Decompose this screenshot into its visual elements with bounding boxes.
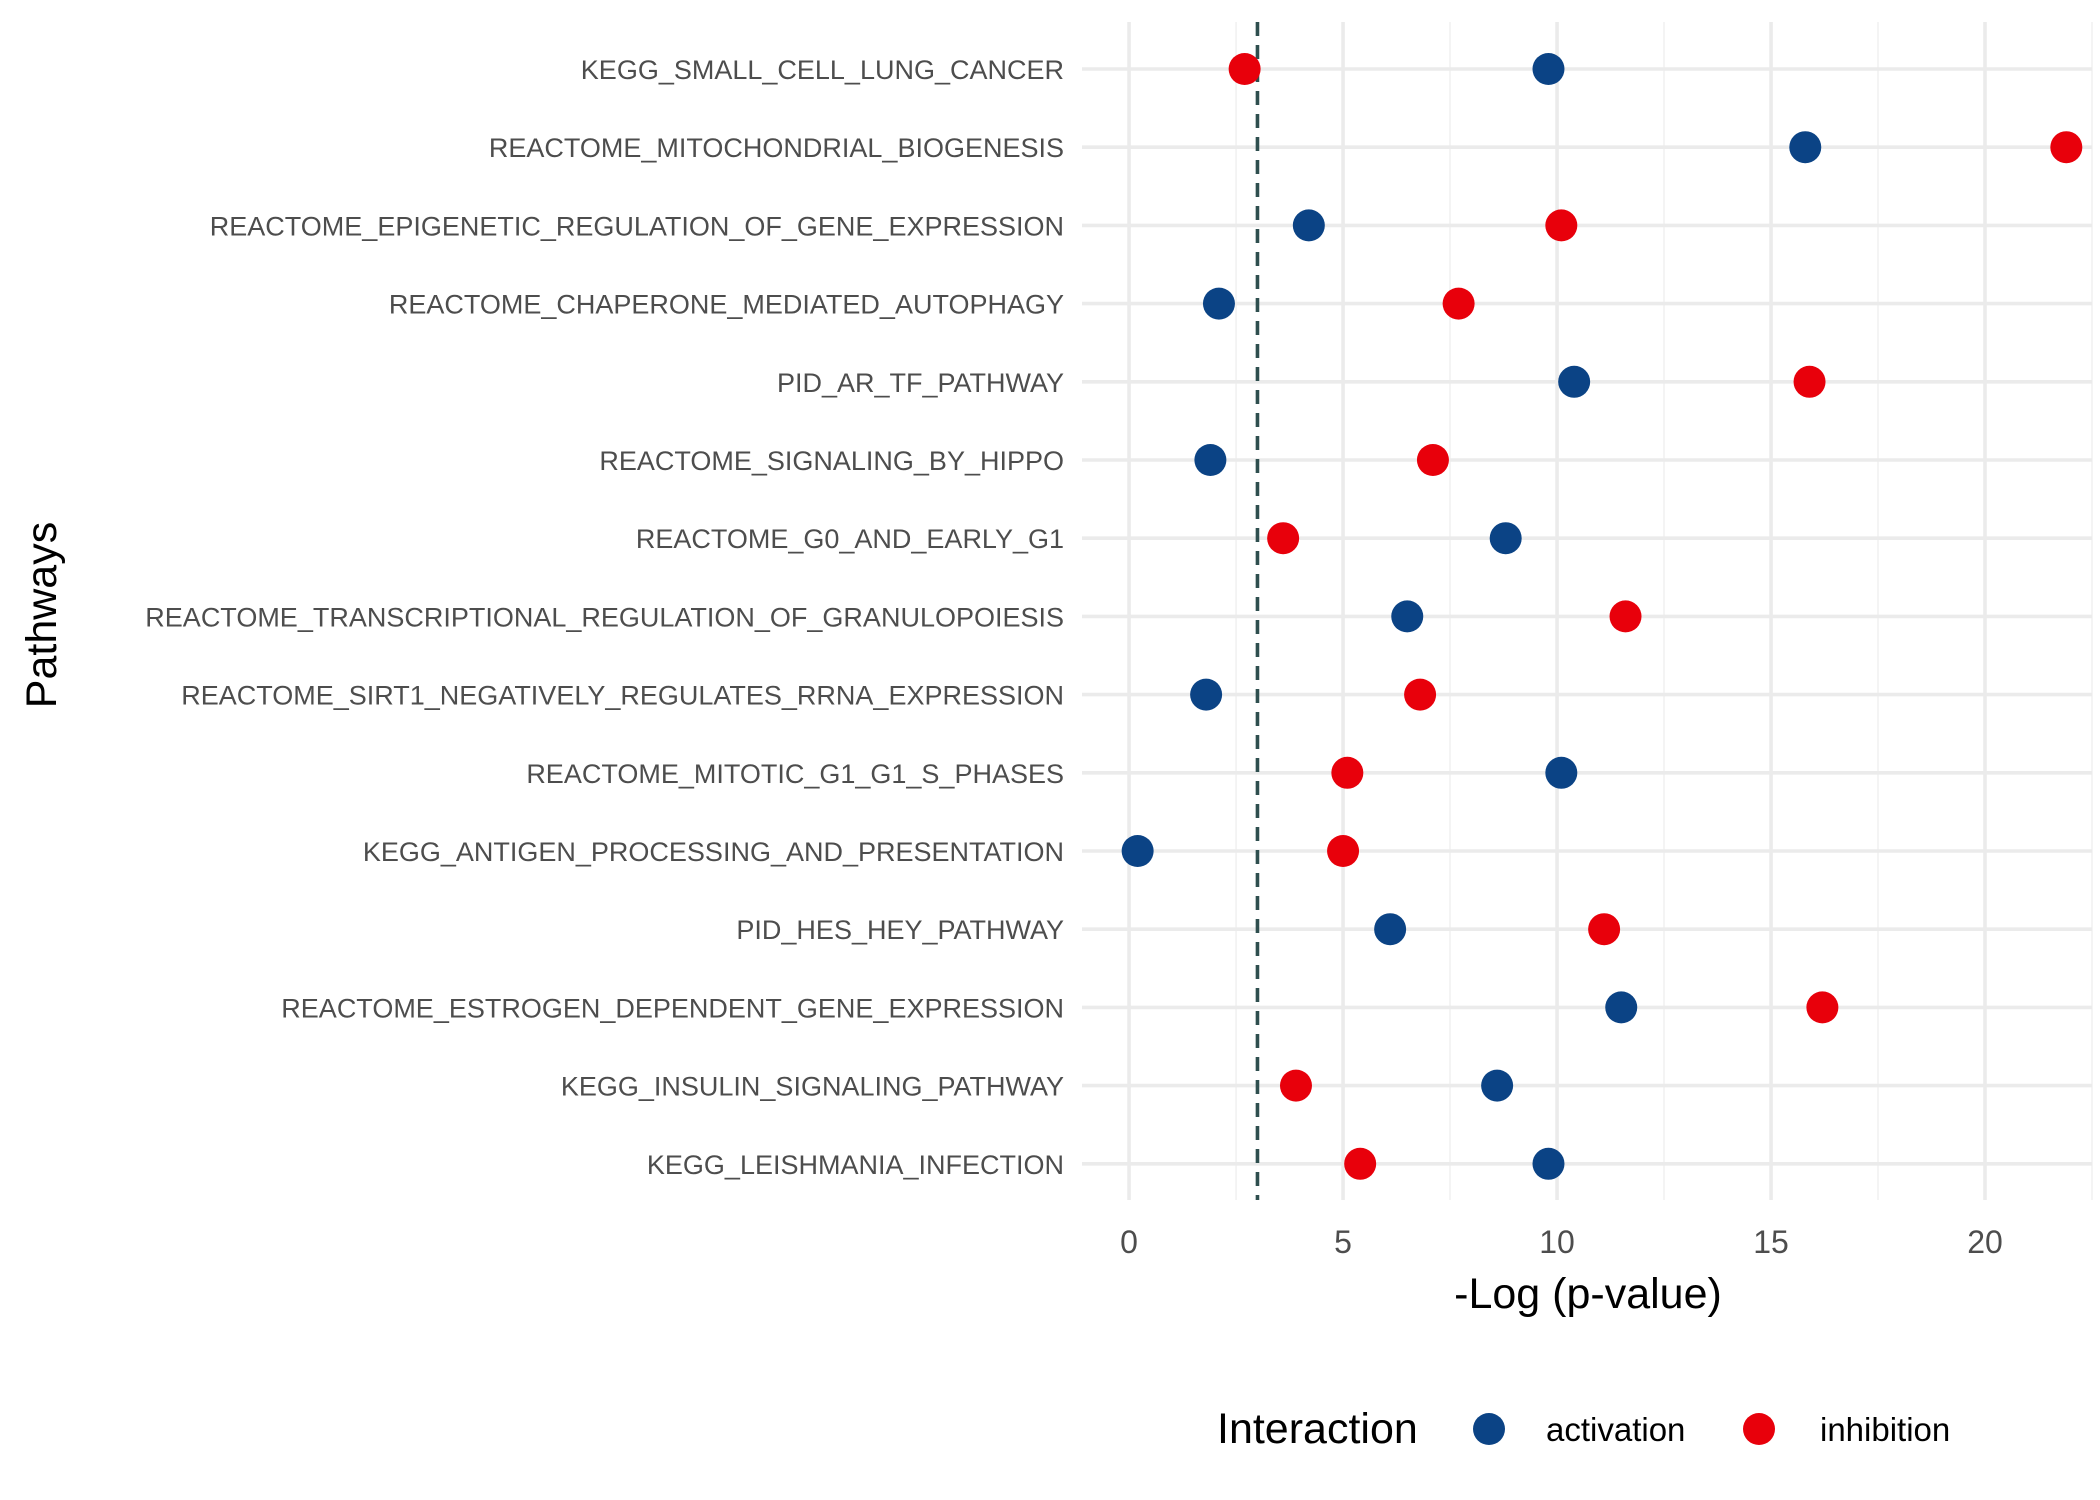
y-tick-label: PID_AR_TF_PATHWAY xyxy=(777,368,1064,398)
legend-title: Interaction xyxy=(1217,1405,1418,1453)
point-inhibition-kegg-leishmania-infection xyxy=(1344,1147,1377,1180)
y-tick-label: REACTOME_MITOCHONDRIAL_BIOGENESIS xyxy=(489,133,1064,163)
y-tick-label: PID_HES_HEY_PATHWAY xyxy=(736,915,1064,945)
legend-key-activation xyxy=(1473,1413,1505,1445)
x-axis-title: -Log (p-value) xyxy=(1454,1270,1722,1318)
point-inhibition-kegg-insulin-signaling-pathway xyxy=(1279,1069,1312,1102)
y-tick-label: REACTOME_CHAPERONE_MEDIATED_AUTOPHAGY xyxy=(389,290,1064,320)
point-inhibition-reactome-transcriptional-regulation-of-granulopoiesis xyxy=(1609,600,1642,633)
point-inhibition-reactome-mitochondrial-biogenesis xyxy=(2050,131,2083,164)
y-axis-title: Pathways xyxy=(18,522,66,708)
y-tick-label: KEGG_LEISHMANIA_INFECTION xyxy=(647,1150,1064,1180)
point-activation-reactome-mitochondrial-biogenesis xyxy=(1789,131,1822,164)
legend-label-inhibition: inhibition xyxy=(1820,1411,1950,1448)
y-tick-label: KEGG_INSULIN_SIGNALING_PATHWAY xyxy=(561,1072,1064,1102)
legend-label-activation: activation xyxy=(1546,1411,1685,1448)
point-activation-reactome-chaperone-mediated-autophagy xyxy=(1202,287,1235,320)
point-inhibition-reactome-epigenetic-regulation-of-gene-expression xyxy=(1545,209,1578,242)
point-inhibition-kegg-small-cell-lung-cancer xyxy=(1228,53,1261,85)
point-inhibition-pid-ar-tf-pathway xyxy=(1793,365,1826,398)
y-gridlines xyxy=(1082,67,2092,1166)
point-inhibition-reactome-chaperone-mediated-autophagy xyxy=(1442,287,1475,320)
x-tick-labels: 0 5 10 15 20 xyxy=(1120,1224,2003,1260)
point-activation-reactome-signaling-by-hippo xyxy=(1194,444,1227,476)
point-activation-pid-hes-hey-pathway xyxy=(1374,913,1407,946)
y-tick-label: KEGG_ANTIGEN_PROCESSING_AND_PRESENTATION xyxy=(363,837,1064,867)
point-inhibition-reactome-signaling-by-hippo xyxy=(1416,444,1449,476)
y-tick-label: REACTOME_G0_AND_EARLY_G1 xyxy=(636,524,1064,554)
point-activation-kegg-antigen-processing-and-presentation xyxy=(1121,835,1154,867)
point-activation-reactome-epigenetic-regulation-of-gene-expression xyxy=(1292,209,1325,242)
data-points xyxy=(1121,53,2083,1180)
y-tick-label: REACTOME_SIGNALING_BY_HIPPO xyxy=(599,446,1064,476)
x-tick-label: 20 xyxy=(1967,1224,2003,1260)
point-activation-reactome-sirt1-negatively-regulates-rrna-expression xyxy=(1190,678,1223,711)
point-activation-pid-ar-tf-pathway xyxy=(1558,365,1591,398)
point-inhibition-pid-hes-hey-pathway xyxy=(1588,913,1621,946)
point-activation-reactome-estrogen-dependent-gene-expression xyxy=(1605,991,1638,1024)
x-tick-label: 0 xyxy=(1120,1224,1138,1260)
x-tick-label: 10 xyxy=(1539,1224,1575,1260)
y-tick-label: REACTOME_MITOTIC_G1_G1_S_PHASES xyxy=(526,759,1064,789)
point-activation-kegg-leishmania-infection xyxy=(1532,1147,1565,1180)
y-tick-labels: KEGG_SMALL_CELL_LUNG_CANCER REACTOME_MITO… xyxy=(145,55,1064,1180)
y-tick-label: REACTOME_EPIGENETIC_REGULATION_OF_GENE_E… xyxy=(210,211,1064,241)
y-tick-label: REACTOME_ESTROGEN_DEPENDENT_GENE_EXPRESS… xyxy=(281,993,1064,1023)
point-activation-reactome-g0-and-early-g1 xyxy=(1489,522,1522,555)
legend: Interaction activation inhibition xyxy=(1217,1405,1950,1453)
point-inhibition-reactome-g0-and-early-g1 xyxy=(1267,522,1300,555)
point-inhibition-reactome-estrogen-dependent-gene-expression xyxy=(1806,991,1839,1024)
y-tick-label: REACTOME_TRANSCRIPTIONAL_REGULATION_OF_G… xyxy=(145,602,1064,632)
x-tick-label: 15 xyxy=(1753,1224,1789,1260)
point-inhibition-reactome-mitotic-g1-g1-s-phases xyxy=(1331,756,1364,789)
x-tick-label: 5 xyxy=(1334,1224,1352,1260)
point-inhibition-reactome-sirt1-negatively-regulates-rrna-expression xyxy=(1404,678,1437,711)
point-activation-kegg-small-cell-lung-cancer xyxy=(1532,53,1565,85)
legend-key-inhibition xyxy=(1743,1413,1775,1445)
y-tick-label: KEGG_SMALL_CELL_LUNG_CANCER xyxy=(581,55,1064,85)
point-activation-reactome-mitotic-g1-g1-s-phases xyxy=(1545,756,1578,789)
y-tick-label: REACTOME_SIRT1_NEGATIVELY_REGULATES_RRNA… xyxy=(181,681,1064,711)
point-activation-reactome-transcriptional-regulation-of-granulopoiesis xyxy=(1391,600,1424,633)
point-activation-kegg-insulin-signaling-pathway xyxy=(1481,1069,1514,1102)
point-inhibition-kegg-antigen-processing-and-presentation xyxy=(1327,835,1360,867)
